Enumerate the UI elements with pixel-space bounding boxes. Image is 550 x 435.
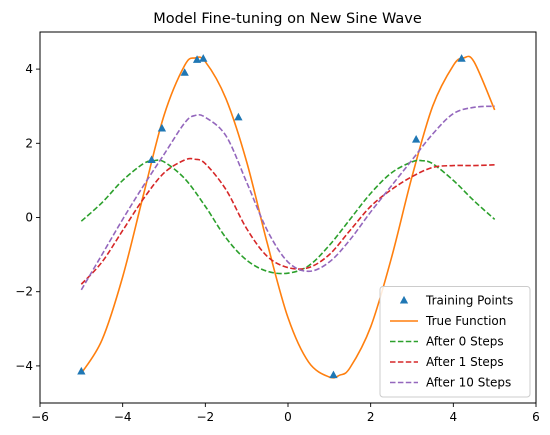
y-tick-label: −2 [15, 285, 33, 299]
x-tick-label: 6 [532, 410, 540, 424]
legend-label-after-0-steps: After 0 Steps [426, 335, 504, 349]
y-tick-label: −4 [15, 359, 33, 373]
legend-label-after-10-steps: After 10 Steps [426, 376, 511, 390]
legend-label-true-function: True Function [425, 314, 506, 328]
x-tick-label: −6 [31, 410, 49, 424]
y-tick-label: 2 [25, 136, 33, 150]
series-line-after-1-steps [80, 157, 495, 285]
legend-label-training-points: Training Points [425, 294, 513, 308]
x-tick-label: −2 [196, 410, 214, 424]
training-point [77, 366, 86, 375]
training-points-layer [77, 54, 466, 379]
training-point [157, 123, 167, 132]
legend-label-after-1-steps: After 1 Steps [426, 355, 504, 369]
legend-swatch-training-points [399, 295, 409, 304]
legend-box [379, 286, 531, 398]
x-tick-label: −4 [114, 410, 132, 424]
series-line-true-function [80, 55, 496, 379]
x-tick-label: 4 [450, 410, 458, 424]
series-layer [80, 55, 496, 379]
series-line-after-0-steps [80, 159, 496, 275]
training-point [147, 155, 156, 163]
y-tick-label: 0 [25, 211, 33, 225]
x-tick-label: 2 [367, 410, 375, 424]
series-line-after-10-steps [80, 105, 495, 291]
x-tick-label: 0 [284, 410, 292, 424]
chart-title: Model Fine-tuning on New Sine Wave [153, 11, 422, 27]
training-point [457, 54, 466, 62]
y-tick-label: 4 [25, 62, 33, 76]
training-point [180, 68, 189, 76]
training-point [192, 55, 202, 63]
training-point [199, 54, 208, 62]
legend: Training Points True Function After 0 Step… [379, 286, 531, 398]
training-point [411, 134, 421, 143]
training-point [234, 112, 243, 121]
y-axis-ticks: −4 −2 0 2 4 [15, 62, 40, 373]
training-point [329, 370, 338, 379]
x-axis-ticks: −6 −4 −2 0 2 4 6 [31, 403, 540, 424]
